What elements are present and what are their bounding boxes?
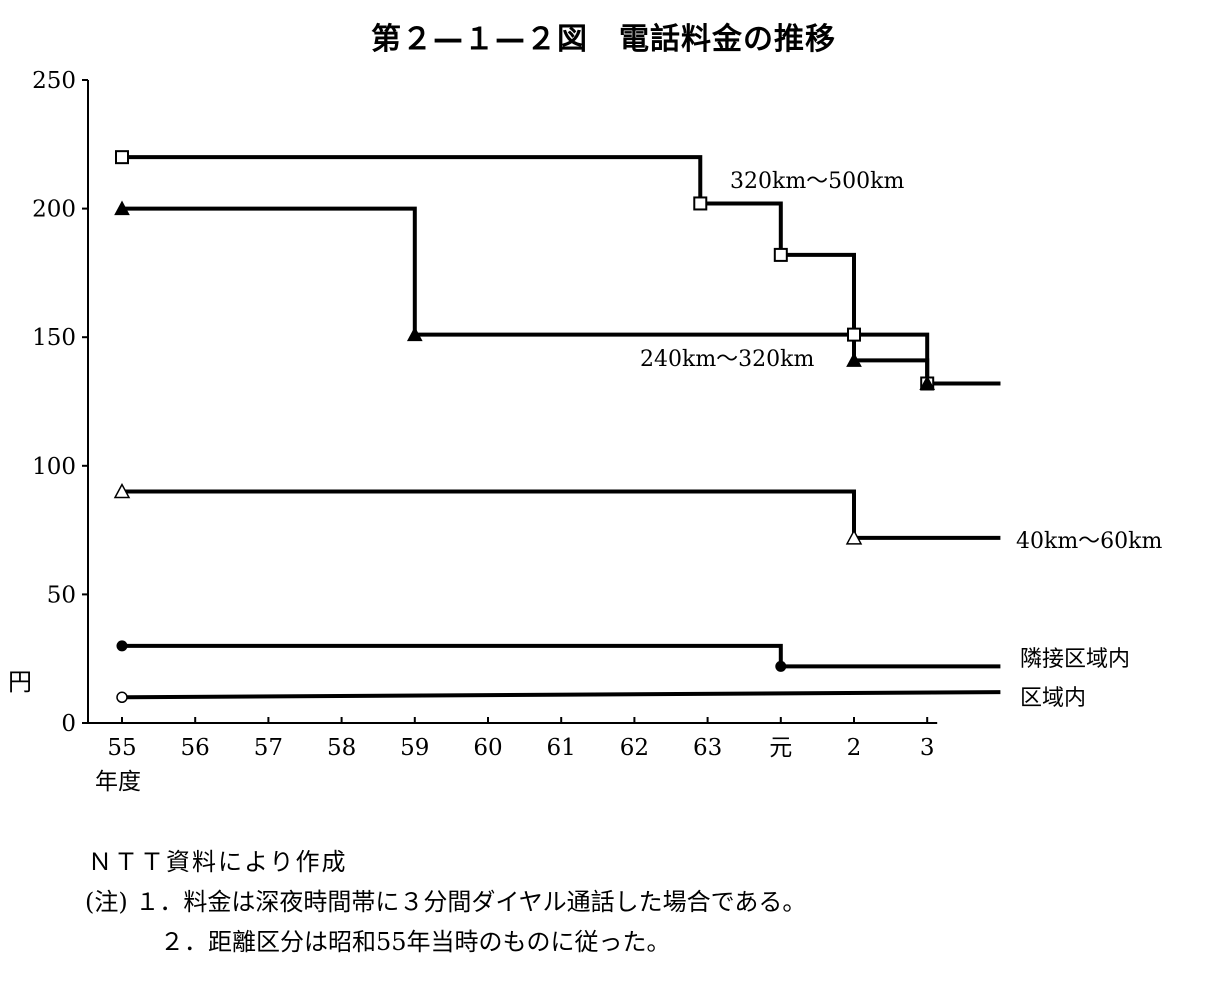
footnote-1: (注) １．料金は深夜時間帯に３分間ダイヤル通話した場合である。 bbox=[85, 888, 807, 916]
series-label-3: 40km～60km bbox=[1016, 529, 1163, 554]
x-tick-label: 3 bbox=[920, 735, 935, 761]
series-1-marker bbox=[115, 150, 129, 165]
y-tick-label: 150 bbox=[32, 325, 76, 351]
series-1-marker bbox=[693, 196, 708, 211]
chart-title: 第２—１—２図 電話料金の推移 bbox=[371, 22, 836, 57]
y-tick-label: 250 bbox=[32, 68, 76, 94]
x-tick-label: 61 bbox=[547, 735, 576, 761]
y-axis-label: 円 bbox=[8, 668, 32, 696]
series-3-marker bbox=[113, 482, 131, 499]
series-label-4: 隣接区域内 bbox=[1020, 647, 1130, 672]
series-line-3 bbox=[122, 489, 1001, 540]
y-tick-label: 0 bbox=[61, 711, 76, 737]
series-2-marker bbox=[114, 200, 130, 216]
series-line-4 bbox=[122, 643, 1001, 669]
series-line-5 bbox=[121, 690, 1001, 700]
series-label-2: 240km～320km bbox=[640, 347, 815, 372]
series-4-marker bbox=[775, 660, 787, 672]
x-tick-label: 60 bbox=[473, 735, 502, 761]
x-tick-label: 57 bbox=[254, 735, 283, 761]
x-tick-label: 58 bbox=[327, 735, 356, 761]
y-tick-label: 100 bbox=[32, 454, 76, 480]
x-tick-label: 元 bbox=[769, 735, 792, 761]
x-tick-label: 62 bbox=[620, 735, 649, 761]
series-3-marker bbox=[845, 529, 863, 545]
series-2-marker bbox=[846, 352, 862, 367]
x-axis-unit-label: 年度 bbox=[95, 769, 141, 795]
series-4-marker bbox=[116, 640, 128, 652]
series-markers bbox=[113, 150, 936, 704]
y-tick-label: 50 bbox=[47, 582, 76, 608]
axes bbox=[87, 80, 938, 724]
x-tick-label: 2 bbox=[847, 735, 862, 761]
series-line-2 bbox=[122, 206, 1001, 386]
y-tick-label: 200 bbox=[32, 197, 76, 223]
series-1-marker bbox=[773, 247, 788, 262]
x-tick-label: 59 bbox=[400, 735, 429, 761]
x-tick-label: 63 bbox=[693, 735, 722, 761]
source-note: ＮＴＴ資料により作成 bbox=[88, 848, 348, 876]
footnote-2: ２．距離区分は昭和55年当時のものに従った。 bbox=[160, 928, 671, 956]
series-2-marker bbox=[406, 326, 423, 342]
y-ticks: 0 50 100 150 200 250 bbox=[32, 68, 88, 737]
series-2-marker bbox=[919, 375, 936, 390]
x-tick-label: 55 bbox=[107, 735, 136, 761]
series-lines bbox=[121, 155, 1001, 700]
series-1-marker bbox=[847, 327, 861, 342]
series-5-marker bbox=[116, 691, 128, 704]
x-tick-label: 56 bbox=[181, 735, 210, 761]
series-label-1: 320km～500km bbox=[730, 169, 905, 194]
series-label-5: 区域内 bbox=[1020, 686, 1086, 711]
x-ticks: 55 56 57 58 59 60 61 62 63 元 2 3 bbox=[107, 717, 935, 761]
